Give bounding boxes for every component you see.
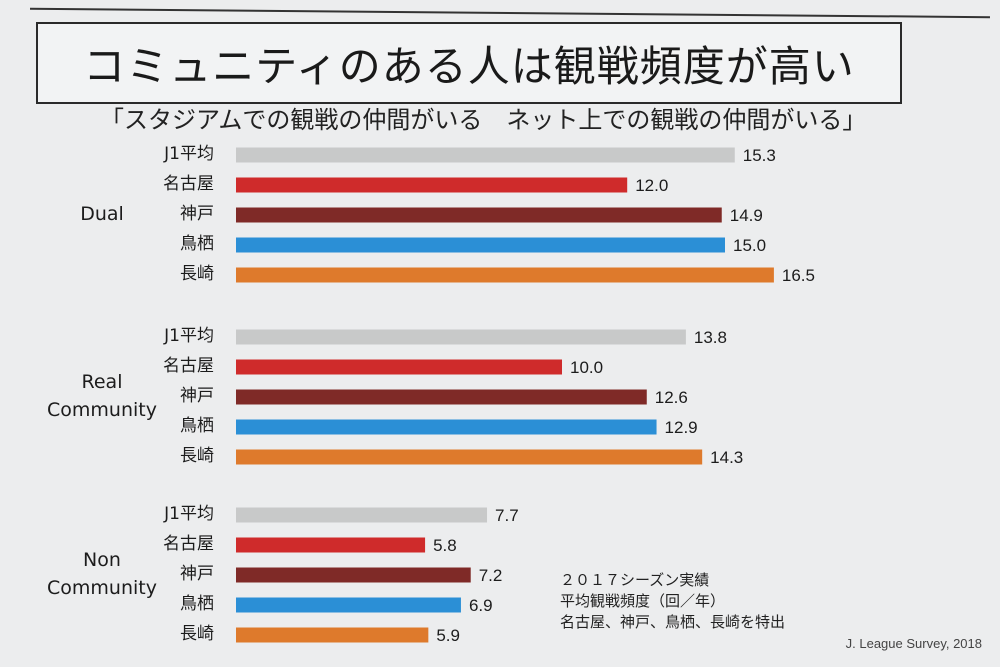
bar [236, 177, 628, 193]
value-label: 12.9 [665, 418, 698, 437]
group-label: Community [47, 577, 157, 599]
category-label: J1平均 [163, 326, 214, 346]
category-label: 鳥栖 [180, 234, 214, 254]
category-label: 鳥栖 [180, 594, 214, 614]
chart-title: コミュニティのある人は観戦頻度が高い [36, 22, 902, 104]
category-label: 長崎 [180, 264, 214, 284]
category-label: 長崎 [180, 446, 214, 466]
note-line-1: ２０１７シーズン実績 [560, 571, 710, 589]
bar [236, 389, 647, 405]
group-label: Dual [80, 203, 124, 225]
value-label: 6.9 [469, 596, 493, 615]
category-label: 名古屋 [163, 356, 214, 376]
value-label: 7.7 [495, 506, 519, 525]
note-line-3: 名古屋、神戸、鳥栖、長崎を特出 [560, 613, 786, 631]
bar [236, 627, 429, 643]
category-label: 名古屋 [163, 534, 214, 554]
value-label: 15.3 [743, 146, 776, 165]
category-label: 長崎 [180, 624, 214, 644]
category-label: 神戸 [180, 204, 214, 224]
bar [236, 329, 686, 345]
chart-note: ２０１７シーズン実績 平均観戦頻度（回／年） 名古屋、神戸、鳥栖、長崎を特出 [560, 570, 785, 633]
bar [236, 267, 774, 283]
value-label: 14.3 [710, 448, 743, 467]
value-label: 13.8 [694, 328, 727, 347]
chart-subtitle: 「スタジアムでの観戦の仲間がいる ネット上での観戦の仲間がいる」 [100, 106, 867, 134]
category-label: 鳥栖 [180, 416, 214, 436]
value-label: 15.0 [733, 236, 766, 255]
value-label: 10.0 [570, 358, 603, 377]
category-label: 神戸 [180, 386, 214, 406]
bar [236, 237, 725, 253]
value-label: 14.9 [730, 206, 763, 225]
bar [236, 359, 562, 375]
value-label: 12.0 [635, 176, 668, 195]
source-credit: J. League Survey, 2018 [845, 636, 982, 651]
bar [236, 507, 488, 523]
group-label: Community [47, 399, 157, 421]
note-line-2: 平均観戦頻度（回／年） [560, 592, 726, 610]
category-label: J1平均 [163, 144, 214, 164]
category-label: J1平均 [163, 504, 214, 524]
bar [236, 537, 426, 553]
bar [236, 147, 735, 163]
value-label: 16.5 [782, 266, 815, 285]
bar [236, 567, 471, 583]
bar [236, 207, 722, 223]
bar [236, 449, 703, 465]
bar [236, 419, 657, 435]
value-label: 12.6 [655, 388, 688, 407]
value-label: 7.2 [479, 566, 503, 585]
category-label: 神戸 [180, 564, 214, 584]
value-label: 5.8 [433, 536, 457, 555]
bar [236, 597, 461, 613]
value-label: 5.9 [436, 626, 460, 645]
group-label: Non [83, 549, 121, 571]
group-label: Real [82, 371, 123, 393]
category-label: 名古屋 [163, 174, 214, 194]
